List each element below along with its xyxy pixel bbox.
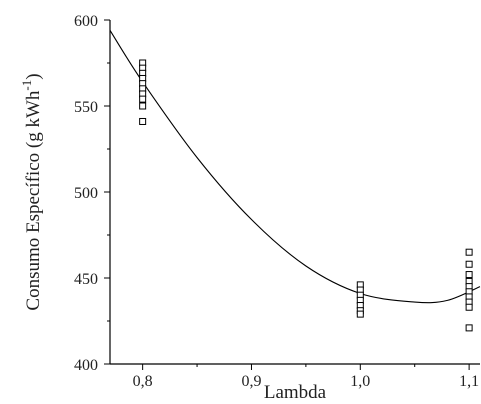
y-tick-label: 500: [74, 185, 98, 202]
data-point: [465, 271, 473, 279]
x-tick-label: 0,8: [133, 373, 153, 390]
data-point: [139, 117, 147, 125]
fit-curve-group: [109, 30, 481, 304]
data-point: [139, 102, 147, 110]
y-tick-label: 600: [74, 13, 98, 30]
x-tick-label: 0,9: [241, 373, 261, 390]
ticks: 400 450 500 550 600 0,8 0,9 1,0 1,1: [74, 13, 479, 390]
data-points: [139, 59, 473, 332]
data-point: [139, 95, 147, 103]
data-point: [465, 324, 473, 332]
y-axis-title-close: ): [23, 73, 44, 79]
y-tick-label: 450: [74, 271, 98, 288]
data-point: [465, 303, 473, 311]
y-axis-title: Consumo Específico (g kWh-1): [19, 73, 44, 310]
y-tick-label: 400: [74, 357, 98, 374]
data-point: [465, 248, 473, 256]
y-axis-title-main: Consumo Específico (g kWh: [23, 90, 44, 311]
x-tick-label: 1,0: [350, 373, 370, 390]
fit-curve: [109, 30, 481, 304]
axes: [109, 20, 480, 365]
data-point: [465, 260, 473, 268]
x-tick-label: 1,1: [459, 373, 479, 390]
x-axis-title: Lambda: [264, 382, 327, 403]
y-tick-label: 550: [74, 99, 98, 116]
y-axis-title-superscript: -1: [19, 80, 34, 91]
data-point: [356, 310, 364, 318]
